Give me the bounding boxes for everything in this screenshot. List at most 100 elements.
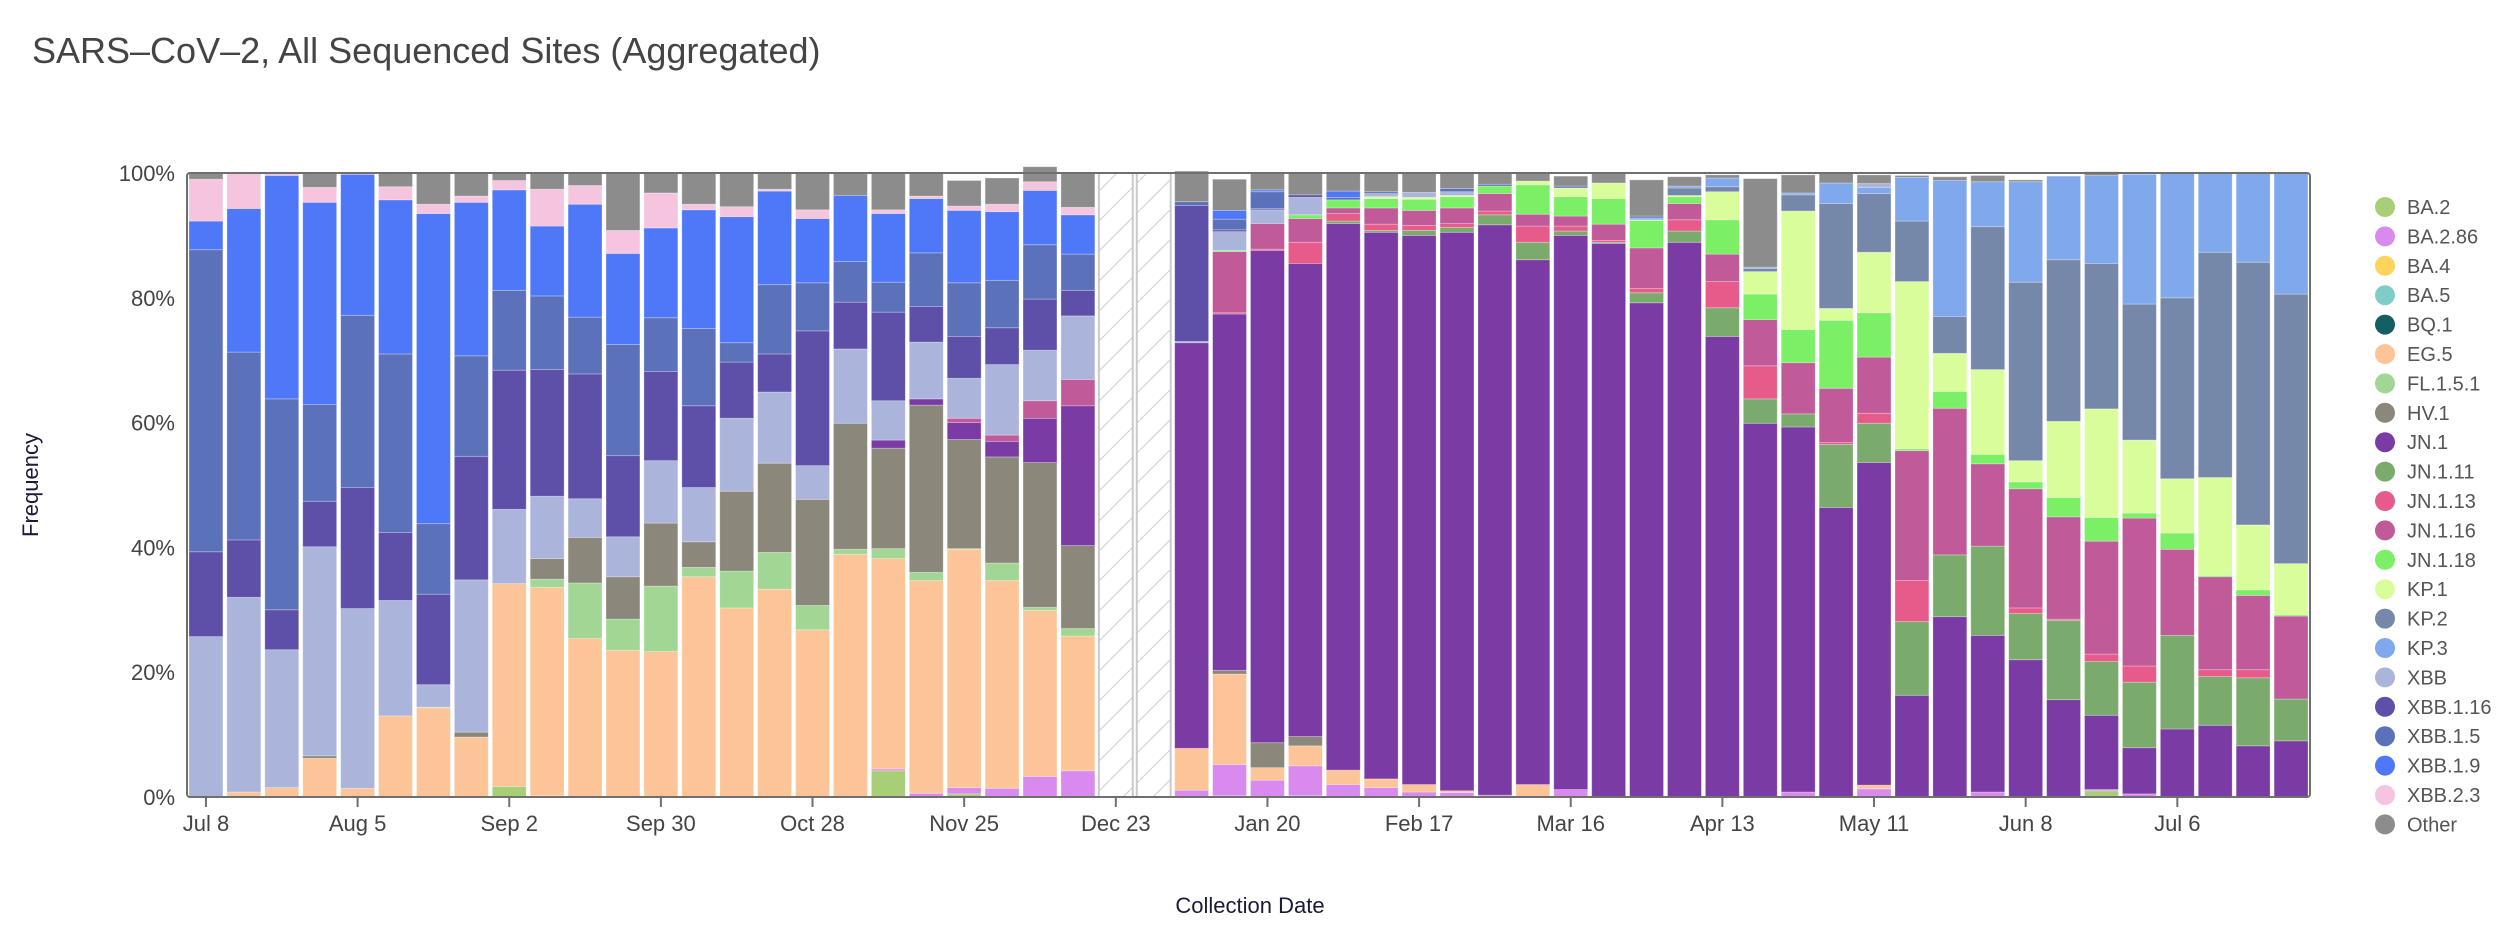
bar-segment-other[interactable] bbox=[1288, 173, 1323, 196]
bar-segment-xbb-2-3[interactable] bbox=[529, 188, 565, 227]
bar-segment-xbb-1-16[interactable] bbox=[1060, 289, 1096, 317]
bar-segment-xbb-1-9[interactable] bbox=[643, 227, 679, 319]
bar-segment-fl-1-5-1[interactable] bbox=[908, 571, 944, 581]
legend-item-xbb-1-9[interactable]: XBB.1.9 bbox=[2375, 755, 2480, 778]
bar-segment-fl-1-5-1[interactable] bbox=[719, 570, 755, 609]
bar-segment-jn-1[interactable] bbox=[1667, 241, 1702, 798]
bar-segment-jn-1-16[interactable] bbox=[984, 434, 1020, 442]
bar-segment-jn-1-16[interactable] bbox=[1515, 213, 1551, 227]
bar-segment-xbb-1-5[interactable] bbox=[1022, 244, 1058, 300]
bar-segment-xbb-1-5[interactable] bbox=[491, 289, 527, 371]
bar-segment-eg-5[interactable] bbox=[416, 707, 451, 798]
bar-segment-xbb[interactable] bbox=[833, 348, 868, 424]
bar-segment-jn-1[interactable] bbox=[1780, 426, 1816, 793]
bar-43[interactable] bbox=[1818, 172, 1854, 798]
bar-segment-jn-1-18[interactable] bbox=[1477, 185, 1513, 194]
bar-segment-kp-1[interactable] bbox=[2122, 439, 2157, 514]
bar-segment-xbb-1-9[interactable] bbox=[833, 195, 868, 263]
bar-segment-other[interactable] bbox=[1553, 175, 1589, 187]
bar-segment-xbb-2-3[interactable] bbox=[567, 185, 603, 205]
bar-segment-xbb-2-3[interactable] bbox=[378, 186, 413, 201]
bar-segment-jn-1-13[interactable] bbox=[1401, 225, 1437, 231]
bar-segment-hv-1[interactable] bbox=[908, 404, 944, 573]
bar-segment-xbb[interactable] bbox=[226, 596, 262, 793]
bar-segment-xbb-1-5[interactable] bbox=[984, 279, 1020, 329]
bar-41[interactable] bbox=[1742, 178, 1778, 798]
bar-8[interactable] bbox=[491, 172, 527, 798]
bar-0[interactable] bbox=[188, 172, 224, 798]
bar-segment-other[interactable] bbox=[605, 172, 641, 231]
bar-segment-jn-1-11[interactable] bbox=[1515, 241, 1551, 261]
bar-segment-hv-1[interactable] bbox=[1288, 736, 1323, 747]
bar-segment-ba-2-86[interactable] bbox=[1060, 770, 1096, 798]
bar-segment-jn-1[interactable] bbox=[1515, 259, 1551, 785]
bar-segment-jn-1-16[interactable] bbox=[1477, 193, 1513, 212]
bar-segment-jn-1-11[interactable] bbox=[2273, 698, 2309, 742]
bar-segment-jn-1[interactable] bbox=[1705, 336, 1740, 798]
bar-segment-kp-3[interactable] bbox=[1818, 182, 1854, 204]
bar-segment-jn-1[interactable] bbox=[1363, 231, 1399, 780]
bar-segment-xbb[interactable] bbox=[1060, 315, 1096, 380]
bar-13[interactable] bbox=[681, 173, 717, 798]
bar-segment-eg-5[interactable] bbox=[908, 580, 944, 794]
bar-segment-xbb[interactable] bbox=[984, 364, 1020, 436]
bar-segment-xbb[interactable] bbox=[1401, 191, 1437, 198]
bar-segment-kp-3[interactable] bbox=[2008, 181, 2044, 283]
bar-segment-kp-1[interactable] bbox=[1932, 352, 1968, 392]
bar-segment-kp-3[interactable] bbox=[2197, 172, 2233, 253]
bar-segment-jn-1[interactable] bbox=[1060, 405, 1096, 546]
bar-segment-jn-1-13[interactable] bbox=[1439, 223, 1475, 228]
bar-33[interactable] bbox=[1439, 172, 1475, 798]
bar-segment-xbb-1-16[interactable] bbox=[946, 336, 982, 379]
bar-segment-jn-1-11[interactable] bbox=[1401, 230, 1437, 236]
bar-segment-xbb-2-3[interactable] bbox=[946, 205, 982, 211]
bar-segment-eg-5[interactable] bbox=[1250, 767, 1285, 781]
bar-47[interactable] bbox=[1970, 175, 2006, 798]
bar-segment-hv-1[interactable] bbox=[833, 422, 868, 550]
bar-29[interactable] bbox=[1288, 173, 1323, 798]
bar-segment-eg-5[interactable] bbox=[1288, 745, 1323, 767]
bar-segment-fl-1-5-1[interactable] bbox=[1022, 606, 1058, 611]
bar-segment-xbb[interactable] bbox=[681, 487, 717, 543]
bar-segment-jn-1[interactable] bbox=[1894, 694, 1930, 798]
bar-segment-xbb[interactable] bbox=[1856, 183, 1892, 188]
bar-segment-xbb-1-9[interactable] bbox=[1325, 190, 1361, 198]
bar-segment-xbb-2-3[interactable] bbox=[302, 186, 338, 203]
bar-25[interactable] bbox=[1135, 172, 1172, 798]
bar-segment-eg-5[interactable] bbox=[946, 548, 982, 789]
bar-segment-kp-2[interactable] bbox=[1780, 194, 1816, 212]
bar-segment-other[interactable] bbox=[1022, 166, 1058, 183]
bar-segment-jn-1-16[interactable] bbox=[1970, 463, 2006, 547]
bar-segment-jn-1-11[interactable] bbox=[1932, 554, 1968, 618]
bar-segment-xbb[interactable] bbox=[453, 579, 489, 733]
bar-segment-jn-1-16[interactable] bbox=[1742, 319, 1778, 367]
bar-segment-xbb[interactable] bbox=[416, 684, 451, 708]
bar-segment-kp-2[interactable] bbox=[2008, 281, 2044, 462]
bar-segment-ba-2-86[interactable] bbox=[1212, 764, 1247, 797]
bar-12[interactable] bbox=[643, 172, 679, 798]
bar-14[interactable] bbox=[719, 172, 755, 798]
bar-segment-jn-1[interactable] bbox=[2159, 728, 2195, 798]
bar-segment-jn-1-11[interactable] bbox=[2122, 681, 2157, 749]
bar-segment-jn-1-13[interactable] bbox=[1894, 580, 1930, 623]
bar-segment-xbb-1-16[interactable] bbox=[984, 327, 1020, 365]
bar-48[interactable] bbox=[2008, 179, 2044, 798]
bar-segment-xbb-1-5[interactable] bbox=[302, 404, 338, 502]
bar-segment-kp-3[interactable] bbox=[2084, 175, 2119, 264]
bar-segment-xbb-1-9[interactable] bbox=[226, 208, 262, 353]
bar-segment-kp-3[interactable] bbox=[1970, 181, 2006, 228]
bar-segment-jn-1[interactable] bbox=[2084, 714, 2119, 790]
bar-segment-eg-5[interactable] bbox=[1022, 610, 1058, 777]
bar-53[interactable] bbox=[2197, 172, 2233, 798]
bar-segment-kp-1[interactable] bbox=[2159, 478, 2195, 534]
bar-segment-jn-1-16[interactable] bbox=[2197, 576, 2233, 671]
bar-segment-jn-1[interactable] bbox=[1439, 231, 1475, 792]
bar-segment-kp-2[interactable] bbox=[1932, 316, 1968, 354]
bar-segment-xbb-1-9[interactable] bbox=[378, 199, 413, 355]
bar-segment-xbb-2-3[interactable] bbox=[226, 172, 262, 209]
bar-segment-eg-5[interactable] bbox=[757, 588, 792, 798]
bar-segment-xbb-1-9[interactable] bbox=[188, 220, 224, 251]
legend-item-kp-1[interactable]: KP.1 bbox=[2375, 579, 2448, 601]
bar-segment-xbb-1-16[interactable] bbox=[870, 311, 906, 402]
bar-segment-jn-1-16[interactable] bbox=[1363, 207, 1399, 225]
